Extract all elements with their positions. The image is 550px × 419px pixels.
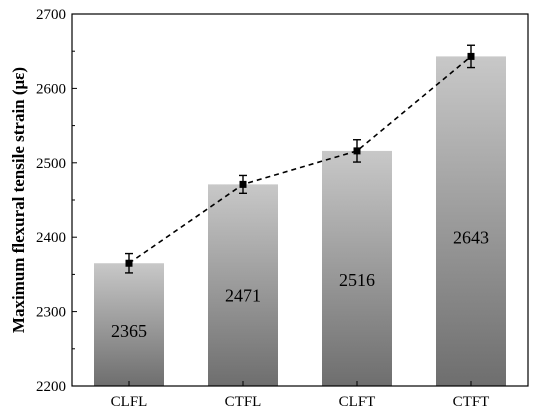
marker-0: [125, 259, 133, 267]
line-layer: [125, 44, 475, 274]
bar-ctfl: [208, 184, 278, 386]
y-tick-label-2600: 2600: [36, 81, 66, 97]
trend-line: [128, 55, 472, 264]
bar-clft: [322, 150, 392, 386]
y-tick-label-2500: 2500: [36, 156, 66, 172]
data-label-ctft: 2643: [453, 228, 489, 248]
marker-3: [467, 52, 475, 60]
data-label-clfl: 2365: [111, 321, 147, 341]
x-tick-label-clfl: CLFL: [111, 394, 148, 410]
marker-2: [353, 147, 361, 155]
y-tick-label-2400: 2400: [36, 230, 66, 246]
x-tick-label-ctft: CTFT: [453, 394, 490, 410]
marker-1: [239, 180, 247, 188]
bar-clfl: [94, 263, 164, 386]
axes-layer: 2200 2300 2400 2500 2600 2700 CLFL CTFL CLFT CTFT: [36, 7, 529, 410]
y-axis-title: Maximum flexural tensile strain (με): [9, 67, 28, 333]
x-tick-label-clft: CLFT: [339, 394, 376, 410]
bars-layer: 2365 2471 2516 2643: [94, 56, 506, 387]
x-tick-label-ctfl: CTFL: [225, 394, 262, 410]
y-tick-label-2200: 2200: [36, 379, 66, 395]
data-label-ctfl: 2471: [225, 285, 261, 305]
y-tick-label-2300: 2300: [36, 305, 66, 321]
data-label-clft: 2516: [339, 270, 375, 290]
bar-ctft: [436, 56, 506, 387]
y-tick-label-2700: 2700: [36, 7, 66, 23]
